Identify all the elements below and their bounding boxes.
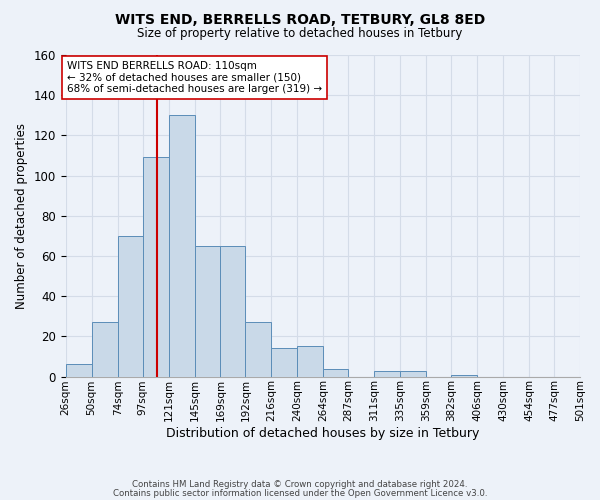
Bar <box>245 322 271 376</box>
Y-axis label: Number of detached properties: Number of detached properties <box>15 123 28 309</box>
Bar <box>143 158 169 376</box>
Bar <box>374 370 400 376</box>
Bar <box>92 322 118 376</box>
Bar <box>400 370 426 376</box>
Bar <box>65 364 92 376</box>
Bar <box>451 374 477 376</box>
Bar <box>323 368 348 376</box>
X-axis label: Distribution of detached houses by size in Tetbury: Distribution of detached houses by size … <box>166 427 479 440</box>
Bar <box>298 346 323 376</box>
Text: WITS END, BERRELLS ROAD, TETBURY, GL8 8ED: WITS END, BERRELLS ROAD, TETBURY, GL8 8E… <box>115 12 485 26</box>
Text: WITS END BERRELLS ROAD: 110sqm
← 32% of detached houses are smaller (150)
68% of: WITS END BERRELLS ROAD: 110sqm ← 32% of … <box>67 61 322 94</box>
Text: Size of property relative to detached houses in Tetbury: Size of property relative to detached ho… <box>137 28 463 40</box>
Bar <box>169 116 194 376</box>
Bar <box>580 372 600 376</box>
Text: Contains public sector information licensed under the Open Government Licence v3: Contains public sector information licen… <box>113 488 487 498</box>
Bar <box>194 246 220 376</box>
Bar <box>271 348 298 376</box>
Bar <box>118 236 143 376</box>
Bar <box>220 246 245 376</box>
Text: Contains HM Land Registry data © Crown copyright and database right 2024.: Contains HM Land Registry data © Crown c… <box>132 480 468 489</box>
